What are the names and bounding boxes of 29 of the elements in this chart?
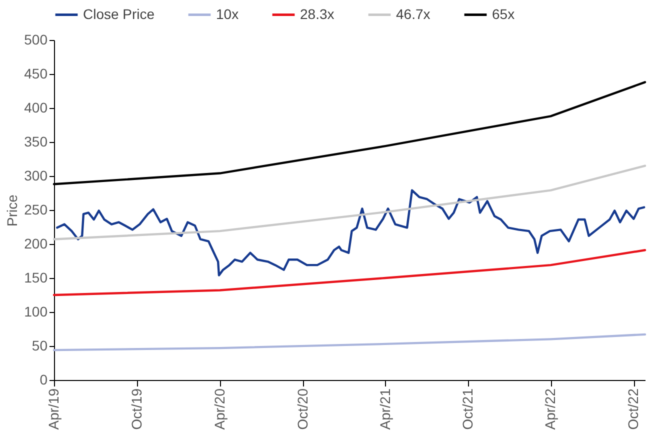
y-tick-label: 50 <box>32 338 48 354</box>
line-series <box>52 333 646 352</box>
x-tick-label: Oct/21 <box>460 388 476 430</box>
y-tick-label: 150 <box>24 270 48 286</box>
x-tick-label: Apr/20 <box>211 388 228 430</box>
y-tick-label: 300 <box>24 168 48 184</box>
legend-label: 46.7x <box>396 6 430 22</box>
legend-label: 10x <box>216 6 239 22</box>
legend-label: 28.3x <box>300 6 334 22</box>
y-axis-title: Price <box>4 194 20 226</box>
y-tick-label: 0 <box>40 372 48 388</box>
y-tick-label: 450 <box>24 66 48 82</box>
legend-label: Close Price <box>83 6 155 22</box>
line-series <box>52 164 646 240</box>
x-tick-label: Oct/19 <box>128 388 144 430</box>
y-tick-label: 400 <box>24 100 48 116</box>
line-series <box>52 249 646 296</box>
y-tick-label: 100 <box>24 304 48 320</box>
x-tick-label: Oct/20 <box>294 388 310 430</box>
y-tick-label: 250 <box>24 202 48 218</box>
x-tick-label: Apr/19 <box>46 388 62 430</box>
line-series <box>56 189 646 276</box>
x-tick-label: Apr/22 <box>542 388 558 430</box>
x-tick-label: Oct/22 <box>625 388 642 430</box>
y-tick-label: 500 <box>24 32 48 48</box>
legend-label: 65x <box>492 6 515 22</box>
y-tick-label: 350 <box>24 134 48 150</box>
x-tick-label: Apr/21 <box>376 388 393 430</box>
y-tick-label: 200 <box>24 236 48 252</box>
